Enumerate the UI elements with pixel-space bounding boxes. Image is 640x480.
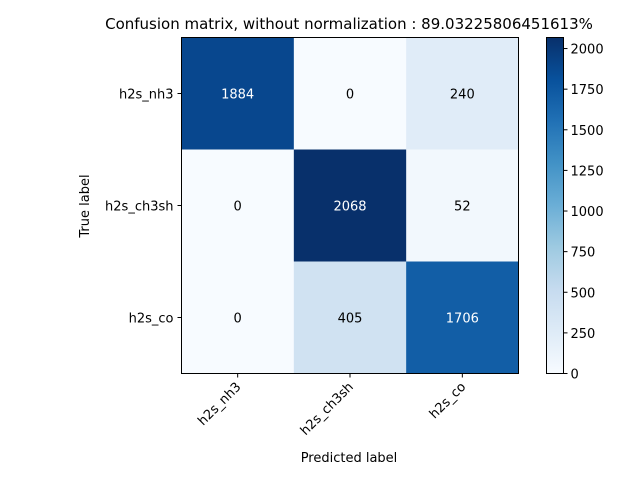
matrix-cell-label: 405: [338, 312, 363, 327]
matrix-cell-label: 240: [450, 88, 475, 103]
matrix-cell-label: 0: [234, 200, 242, 215]
colorbar-tick-label: 1750: [571, 83, 604, 98]
colorbar-gradient: [546, 37, 564, 374]
colorbar-tick-label: 500: [571, 286, 596, 301]
colorbar-tick-label: 1000: [571, 205, 604, 220]
y-tick-label: h2s_ch3sh: [105, 200, 173, 215]
matrix-cell: [293, 149, 407, 262]
x-tick-label: h2s_ch3sh: [298, 380, 357, 439]
matrix-cell-label: 0: [346, 88, 354, 103]
matrix-cell: [181, 261, 295, 374]
colorbar-tick-label: 1250: [571, 164, 604, 179]
matrix-cell: [181, 37, 295, 150]
matrix-cell: [406, 37, 519, 150]
colorbar: 0 250 500 750 1000 1250 1500 1750 2000: [546, 37, 604, 383]
colorbar-tick-label: 2000: [571, 43, 604, 58]
x-tick-label: h2s_co: [427, 380, 469, 422]
matrix-cell-label: 1884: [221, 88, 254, 103]
matrix-cell-labels: 1884 0 240 0 2068 52 0 405 1706: [221, 88, 479, 327]
colorbar-ticks: 0 250 500 750 1000 1250 1500 1750 2000: [563, 43, 604, 383]
y-tick-label: h2s_co: [129, 312, 174, 327]
y-tick-label: h2s_nh3: [119, 88, 174, 103]
matrix-cell: [181, 149, 295, 262]
y-axis-label: True label: [78, 174, 93, 238]
y-axis-ticks: h2s_nh3 h2s_ch3sh h2s_co: [105, 88, 182, 327]
matrix-cell: [406, 261, 519, 374]
x-axis-label: Predicted label: [301, 451, 398, 466]
matrix-cell: [406, 149, 519, 262]
colorbar-tick-label: 1500: [571, 124, 604, 139]
matrix-cell-label: 1706: [446, 312, 479, 327]
x-axis-ticks: h2s_nh3 h2s_ch3sh h2s_co: [195, 373, 469, 439]
matrix-cell: [293, 261, 407, 374]
matrix-cell-label: 52: [454, 200, 471, 215]
chart-title: Confusion matrix, without normalization …: [105, 15, 593, 33]
matrix-cell-label: 2068: [333, 200, 366, 215]
colorbar-tick-label: 750: [571, 246, 596, 261]
matrix-cells: [181, 37, 519, 374]
colorbar-tick-label: 250: [571, 327, 596, 342]
colorbar-tick-label: 0: [571, 368, 579, 383]
x-tick-label: h2s_nh3: [195, 380, 244, 429]
matrix-cell: [293, 37, 407, 150]
matrix-cell-label: 0: [234, 312, 242, 327]
